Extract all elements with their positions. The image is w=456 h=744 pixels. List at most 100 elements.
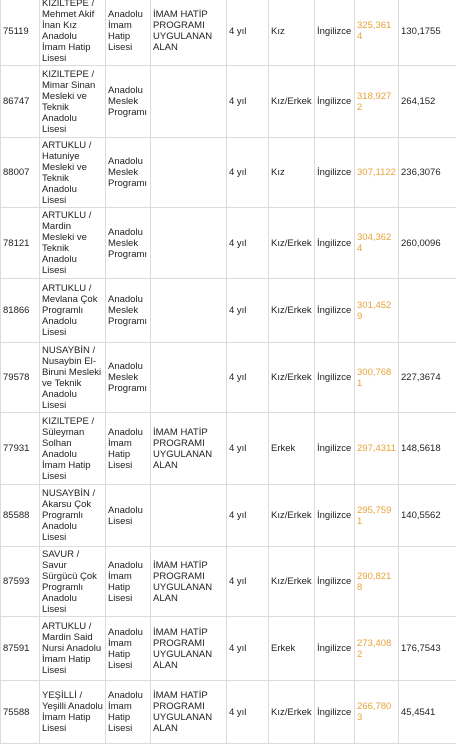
language: İngilizce bbox=[315, 343, 355, 413]
table-row: 75119 KIZILTEPE / Mehmet Akif İnan Kız A… bbox=[1, 0, 456, 66]
school-name: ARTUKLU / Hatuniye Mesleki ve Teknik Ana… bbox=[40, 138, 106, 208]
duration: 4 yıl bbox=[227, 413, 269, 485]
base-score: 45,4541 bbox=[399, 681, 456, 744]
school-name: KIZILTEPE / Mehmet Akif İnan Kız Anadolu… bbox=[40, 0, 106, 66]
base-score: 140,5562 bbox=[399, 485, 456, 547]
school-code: 85588 bbox=[1, 485, 40, 547]
table-row: 79578 NUSAYBİN / Nusaybin El-Biruni Mesl… bbox=[1, 343, 456, 413]
school-type: Anadolu İmam Hatip Lisesi bbox=[106, 617, 151, 681]
language: İngilizce bbox=[315, 138, 355, 208]
score: 318,9272 bbox=[355, 66, 399, 138]
language: İngilizce bbox=[315, 547, 355, 617]
school-name: KIZILTEPE / Süleyman Solhan Anadolu İmam… bbox=[40, 413, 106, 485]
school-type: Anadolu Meslek Programı bbox=[106, 279, 151, 343]
program-note: İMAM HATİP PROGRAMI UYGULANAN ALAN bbox=[151, 547, 227, 617]
duration: 4 yıl bbox=[227, 343, 269, 413]
school-name: NUSAYBİN / Nusaybin El-Biruni Mesleki ve… bbox=[40, 343, 106, 413]
school-code: 88007 bbox=[1, 138, 40, 208]
language: İngilizce bbox=[315, 279, 355, 343]
table-row: 75588 YEŞİLLİ / Yeşilli Anadolu İmam Hat… bbox=[1, 681, 456, 744]
duration: 4 yıl bbox=[227, 279, 269, 343]
school-name: ARTUKLU / Mardin Said Nursi Anadolu İmam… bbox=[40, 617, 106, 681]
school-name: NUSAYBİN / Akarsu Çok Programlı Anadolu … bbox=[40, 485, 106, 547]
school-code: 87591 bbox=[1, 617, 40, 681]
gender: Kız/Erkek bbox=[269, 681, 315, 744]
table-row: 86747 KIZILTEPE / Mimar Sinan Mesleki ve… bbox=[1, 66, 456, 138]
school-type: Anadolu Meslek Programı bbox=[106, 343, 151, 413]
score: 295,7591 bbox=[355, 485, 399, 547]
school-code: 87593 bbox=[1, 547, 40, 617]
program-note: İMAM HATİP PROGRAMI UYGULANAN ALAN bbox=[151, 617, 227, 681]
school-type: Anadolu Meslek Programı bbox=[106, 138, 151, 208]
base-score: 236,3076 bbox=[399, 138, 456, 208]
program-note bbox=[151, 485, 227, 547]
base-score: 176,7543 bbox=[399, 617, 456, 681]
school-code: 79578 bbox=[1, 343, 40, 413]
base-score: 148,5618 bbox=[399, 413, 456, 485]
school-type: Anadolu Meslek Programı bbox=[106, 66, 151, 138]
table-row: 85588 NUSAYBİN / Akarsu Çok Programlı An… bbox=[1, 485, 456, 547]
base-score: 264,152 bbox=[399, 66, 456, 138]
program-note: İMAM HATİP PROGRAMI UYGULANAN ALAN bbox=[151, 0, 227, 66]
program-note bbox=[151, 66, 227, 138]
language: İngilizce bbox=[315, 208, 355, 279]
gender: Erkek bbox=[269, 413, 315, 485]
school-type: Anadolu Meslek Programı bbox=[106, 208, 151, 279]
school-type: Anadolu İmam Hatip Lisesi bbox=[106, 0, 151, 66]
program-note: İMAM HATİP PROGRAMI UYGULANAN ALAN bbox=[151, 413, 227, 485]
gender: Erkek bbox=[269, 617, 315, 681]
duration: 4 yıl bbox=[227, 208, 269, 279]
language: İngilizce bbox=[315, 413, 355, 485]
duration: 4 yıl bbox=[227, 617, 269, 681]
base-score: 227,3674 bbox=[399, 343, 456, 413]
score: 325,3614 bbox=[355, 0, 399, 66]
language: İngilizce bbox=[315, 617, 355, 681]
gender: Kız bbox=[269, 138, 315, 208]
table-row: 88007 ARTUKLU / Hatuniye Mesleki ve Tekn… bbox=[1, 138, 456, 208]
table-row: 87593 SAVUR / Savur Sürgücü Çok Programl… bbox=[1, 547, 456, 617]
program-note bbox=[151, 138, 227, 208]
base-score: 130,1755 bbox=[399, 0, 456, 66]
table-row: 78121 ARTUKLU / Mardin Mesleki ve Teknik… bbox=[1, 208, 456, 279]
school-name: ARTUKLU / Mardin Mesleki ve Teknik Anado… bbox=[40, 208, 106, 279]
duration: 4 yıl bbox=[227, 547, 269, 617]
school-code: 81866 bbox=[1, 279, 40, 343]
school-type: Anadolu İmam Hatip Lisesi bbox=[106, 413, 151, 485]
table-row: 77931 KIZILTEPE / Süleyman Solhan Anadol… bbox=[1, 413, 456, 485]
duration: 4 yıl bbox=[227, 0, 269, 66]
table-row: 81866 ARTUKLU / Mevlana Çok Programlı An… bbox=[1, 279, 456, 343]
gender: Kız/Erkek bbox=[269, 66, 315, 138]
gender: Kız bbox=[269, 0, 315, 66]
score: 290,8218 bbox=[355, 547, 399, 617]
gender: Kız/Erkek bbox=[269, 279, 315, 343]
base-score bbox=[399, 279, 456, 343]
school-code: 75119 bbox=[1, 0, 40, 66]
duration: 4 yıl bbox=[227, 66, 269, 138]
duration: 4 yıl bbox=[227, 138, 269, 208]
language: İngilizce bbox=[315, 681, 355, 744]
school-code: 86747 bbox=[1, 66, 40, 138]
program-note: İMAM HATİP PROGRAMI UYGULANAN ALAN bbox=[151, 681, 227, 744]
score: 266,7803 bbox=[355, 681, 399, 744]
score: 307,1122 bbox=[355, 138, 399, 208]
base-score bbox=[399, 547, 456, 617]
score: 304,3624 bbox=[355, 208, 399, 279]
score: 273,4082 bbox=[355, 617, 399, 681]
school-code: 77931 bbox=[1, 413, 40, 485]
program-note bbox=[151, 343, 227, 413]
language: İngilizce bbox=[315, 485, 355, 547]
score: 297,4311 bbox=[355, 413, 399, 485]
table-row: 87591 ARTUKLU / Mardin Said Nursi Anadol… bbox=[1, 617, 456, 681]
gender: Kız/Erkek bbox=[269, 547, 315, 617]
score: 301,4529 bbox=[355, 279, 399, 343]
school-type: Anadolu İmam Hatip Lisesi bbox=[106, 681, 151, 744]
school-code: 75588 bbox=[1, 681, 40, 744]
program-note bbox=[151, 208, 227, 279]
language: İngilizce bbox=[315, 0, 355, 66]
school-name: ARTUKLU / Mevlana Çok Programlı Anadolu … bbox=[40, 279, 106, 343]
base-score: 260,0096 bbox=[399, 208, 456, 279]
duration: 4 yıl bbox=[227, 681, 269, 744]
duration: 4 yıl bbox=[227, 485, 269, 547]
